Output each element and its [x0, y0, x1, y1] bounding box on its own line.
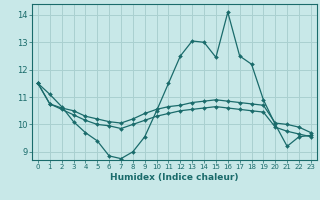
X-axis label: Humidex (Indice chaleur): Humidex (Indice chaleur)	[110, 173, 239, 182]
